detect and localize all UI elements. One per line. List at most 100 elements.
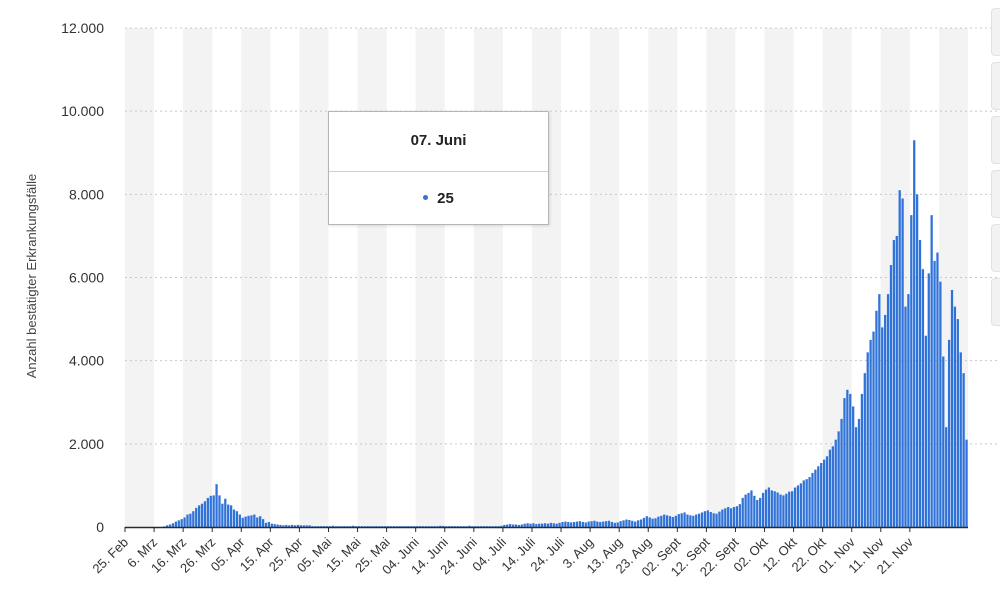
bar[interactable] xyxy=(375,526,378,527)
bar[interactable] xyxy=(854,427,858,527)
bar[interactable] xyxy=(604,521,608,527)
bar[interactable] xyxy=(206,497,209,527)
bar[interactable] xyxy=(913,140,916,527)
bar[interactable] xyxy=(541,523,544,527)
bar[interactable] xyxy=(235,511,239,527)
bar[interactable] xyxy=(456,526,459,527)
bar[interactable] xyxy=(186,514,189,527)
bar[interactable] xyxy=(651,518,654,527)
bar[interactable] xyxy=(354,526,358,527)
bar[interactable] xyxy=(686,514,689,527)
bar[interactable] xyxy=(520,524,523,527)
bar[interactable] xyxy=(936,252,939,528)
bar[interactable] xyxy=(418,526,422,527)
bar[interactable] xyxy=(479,526,483,527)
bar[interactable] xyxy=(590,521,593,527)
bar[interactable] xyxy=(416,526,419,527)
bar[interactable] xyxy=(317,526,320,527)
bar[interactable] xyxy=(491,526,494,527)
bar[interactable] xyxy=(523,523,526,527)
bar[interactable] xyxy=(933,260,936,527)
bar[interactable] xyxy=(724,508,727,527)
bar[interactable] xyxy=(404,526,407,527)
bar[interactable] xyxy=(229,505,233,527)
bar[interactable] xyxy=(828,449,832,527)
bar[interactable] xyxy=(500,525,503,527)
bar[interactable] xyxy=(915,194,919,528)
bar[interactable] xyxy=(343,526,346,527)
bar[interactable] xyxy=(360,526,364,527)
bar[interactable] xyxy=(511,524,515,527)
bar[interactable] xyxy=(424,526,427,527)
bar[interactable] xyxy=(820,462,823,527)
bar[interactable] xyxy=(331,525,334,527)
bar[interactable] xyxy=(715,513,718,527)
bar[interactable] xyxy=(570,522,573,527)
bar[interactable] xyxy=(648,517,651,527)
bar[interactable] xyxy=(599,522,602,527)
bar[interactable] xyxy=(200,503,204,527)
bar[interactable] xyxy=(639,519,643,527)
bar[interactable] xyxy=(532,523,535,527)
bar[interactable] xyxy=(947,339,951,527)
bar[interactable] xyxy=(407,526,410,527)
bar[interactable] xyxy=(410,526,413,527)
bar[interactable] xyxy=(671,517,675,527)
bar[interactable] xyxy=(477,526,480,527)
bar[interactable] xyxy=(872,331,875,527)
bar[interactable] xyxy=(259,516,262,527)
bar[interactable] xyxy=(788,491,791,527)
bar[interactable] xyxy=(526,523,529,527)
side-tab[interactable] xyxy=(991,116,1000,164)
bar[interactable] xyxy=(863,373,866,527)
bar[interactable] xyxy=(372,526,375,527)
bar[interactable] xyxy=(349,526,352,527)
bar[interactable] xyxy=(314,526,317,527)
bar[interactable] xyxy=(878,294,881,527)
bar[interactable] xyxy=(366,526,369,527)
bar[interactable] xyxy=(956,319,959,527)
bar[interactable] xyxy=(465,526,468,527)
bar[interactable] xyxy=(299,525,303,527)
bar[interactable] xyxy=(814,469,817,527)
bar[interactable] xyxy=(924,335,927,527)
bar[interactable] xyxy=(822,459,826,527)
bar[interactable] xyxy=(320,526,323,527)
bar[interactable] xyxy=(305,525,308,527)
bar[interactable] xyxy=(578,521,582,527)
bar[interactable] xyxy=(930,215,933,527)
bar[interactable] xyxy=(945,427,948,527)
bar[interactable] xyxy=(962,373,965,527)
bar[interactable] xyxy=(247,515,250,527)
bar[interactable] xyxy=(950,289,954,527)
bar[interactable] xyxy=(285,524,288,527)
bar[interactable] xyxy=(793,487,797,527)
bar[interactable] xyxy=(895,235,898,527)
bar[interactable] xyxy=(625,519,628,527)
bar[interactable] xyxy=(581,522,584,527)
bar[interactable] xyxy=(203,501,207,527)
bar[interactable] xyxy=(689,515,692,527)
bar[interactable] xyxy=(264,522,268,527)
bar[interactable] xyxy=(857,418,861,527)
bar[interactable] xyxy=(779,494,782,527)
bar[interactable] xyxy=(770,490,773,527)
bar[interactable] xyxy=(753,495,756,527)
bar[interactable] xyxy=(695,514,698,527)
bar[interactable] xyxy=(421,526,425,527)
bar[interactable] xyxy=(439,525,442,527)
bar[interactable] xyxy=(363,526,366,527)
bar[interactable] xyxy=(907,294,910,527)
bar[interactable] xyxy=(192,511,195,527)
bar[interactable] xyxy=(866,352,869,527)
bar[interactable] xyxy=(634,521,637,527)
bar[interactable] xyxy=(357,526,361,527)
bar[interactable] xyxy=(174,521,178,527)
bar[interactable] xyxy=(654,518,657,527)
bar[interactable] xyxy=(555,523,558,527)
bar[interactable] xyxy=(631,520,634,527)
bar[interactable] xyxy=(785,493,788,527)
bar[interactable] xyxy=(904,306,907,527)
bar[interactable] xyxy=(860,393,864,527)
bar[interactable] xyxy=(183,517,186,527)
